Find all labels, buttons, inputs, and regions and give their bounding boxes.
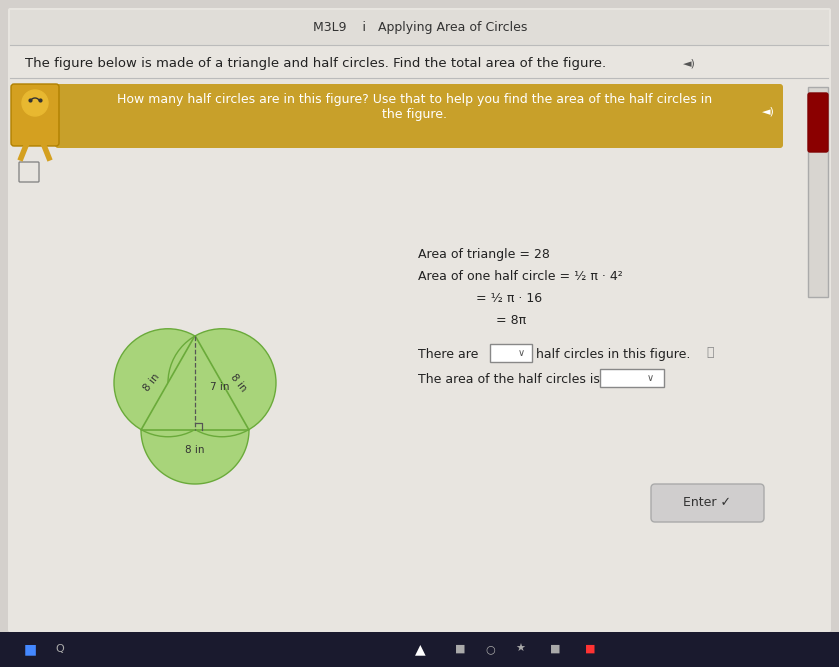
Text: ■: ■: [23, 642, 37, 656]
Text: ▲: ▲: [414, 642, 425, 656]
Text: The area of the half circles is: The area of the half circles is: [418, 373, 600, 386]
Text: ■: ■: [550, 644, 560, 654]
Text: ∨: ∨: [646, 373, 654, 383]
Polygon shape: [141, 430, 249, 484]
Text: Enter ✓: Enter ✓: [683, 496, 731, 510]
Text: ⓘ: ⓘ: [706, 346, 714, 360]
Polygon shape: [141, 336, 249, 430]
FancyBboxPatch shape: [8, 8, 831, 632]
Circle shape: [114, 329, 222, 437]
Text: Area of triangle = 28: Area of triangle = 28: [418, 248, 550, 261]
FancyBboxPatch shape: [808, 87, 828, 297]
Text: 8 in: 8 in: [228, 372, 248, 394]
FancyBboxPatch shape: [808, 93, 828, 152]
Text: 8 in: 8 in: [185, 445, 205, 455]
Text: ◄): ◄): [762, 107, 774, 117]
FancyBboxPatch shape: [19, 162, 39, 182]
FancyBboxPatch shape: [0, 632, 839, 667]
Text: = 8π: = 8π: [496, 314, 526, 327]
Circle shape: [168, 329, 276, 437]
FancyBboxPatch shape: [11, 84, 59, 146]
Text: ■: ■: [585, 644, 595, 654]
Text: M3L9    i   Applying Area of Circles: M3L9 i Applying Area of Circles: [313, 21, 527, 33]
Text: 7 in: 7 in: [210, 382, 230, 392]
Text: ○: ○: [485, 644, 495, 654]
FancyBboxPatch shape: [490, 344, 532, 362]
Text: = ½ π · 16: = ½ π · 16: [476, 292, 542, 305]
FancyBboxPatch shape: [55, 84, 783, 148]
FancyBboxPatch shape: [651, 484, 764, 522]
Text: ★: ★: [515, 644, 525, 654]
Text: Area of one half circle = ½ π · 4²: Area of one half circle = ½ π · 4²: [418, 270, 623, 283]
Text: Q: Q: [55, 644, 65, 654]
Text: 8 in: 8 in: [142, 372, 162, 394]
FancyBboxPatch shape: [600, 369, 664, 387]
Text: ■: ■: [455, 644, 466, 654]
Text: How many half circles are in this figure? Use that to help you find the area of : How many half circles are in this figure…: [117, 93, 712, 121]
Text: There are: There are: [418, 348, 478, 361]
Text: half circles in this figure.: half circles in this figure.: [536, 348, 690, 361]
Circle shape: [22, 90, 48, 116]
Text: The figure below is made of a triangle and half circles. Find the total area of : The figure below is made of a triangle a…: [25, 57, 606, 69]
Text: ∨: ∨: [518, 348, 524, 358]
FancyBboxPatch shape: [10, 10, 829, 45]
Text: ◄): ◄): [683, 58, 696, 68]
